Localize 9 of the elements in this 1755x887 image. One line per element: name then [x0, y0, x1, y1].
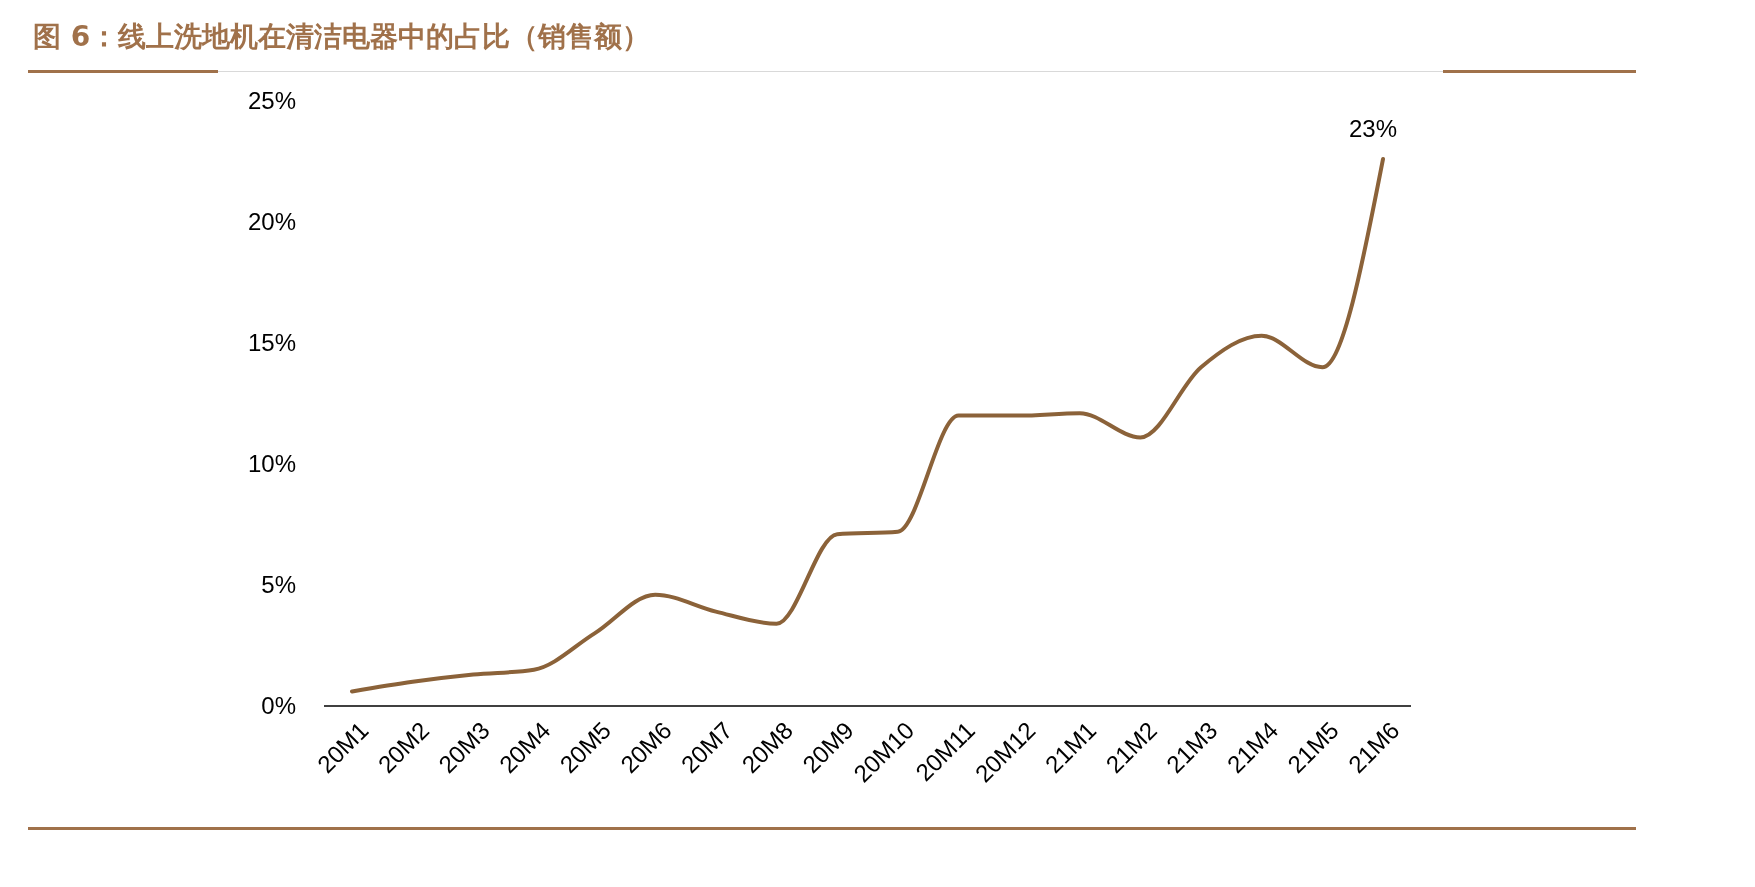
y-tick-label: 15%	[247, 329, 296, 357]
line-series	[350, 157, 1385, 694]
y-tick-label: 0%	[261, 692, 296, 720]
y-tick-label: 10%	[247, 450, 296, 478]
y-tick-label: 20%	[247, 208, 296, 236]
chart-title: 图 6：线上洗地机在清洁电器中的占比（销售额）	[33, 20, 651, 53]
y-tick-label: 25%	[247, 87, 296, 115]
y-tick-label: 5%	[261, 571, 296, 599]
data-label: 23%	[1348, 115, 1398, 143]
